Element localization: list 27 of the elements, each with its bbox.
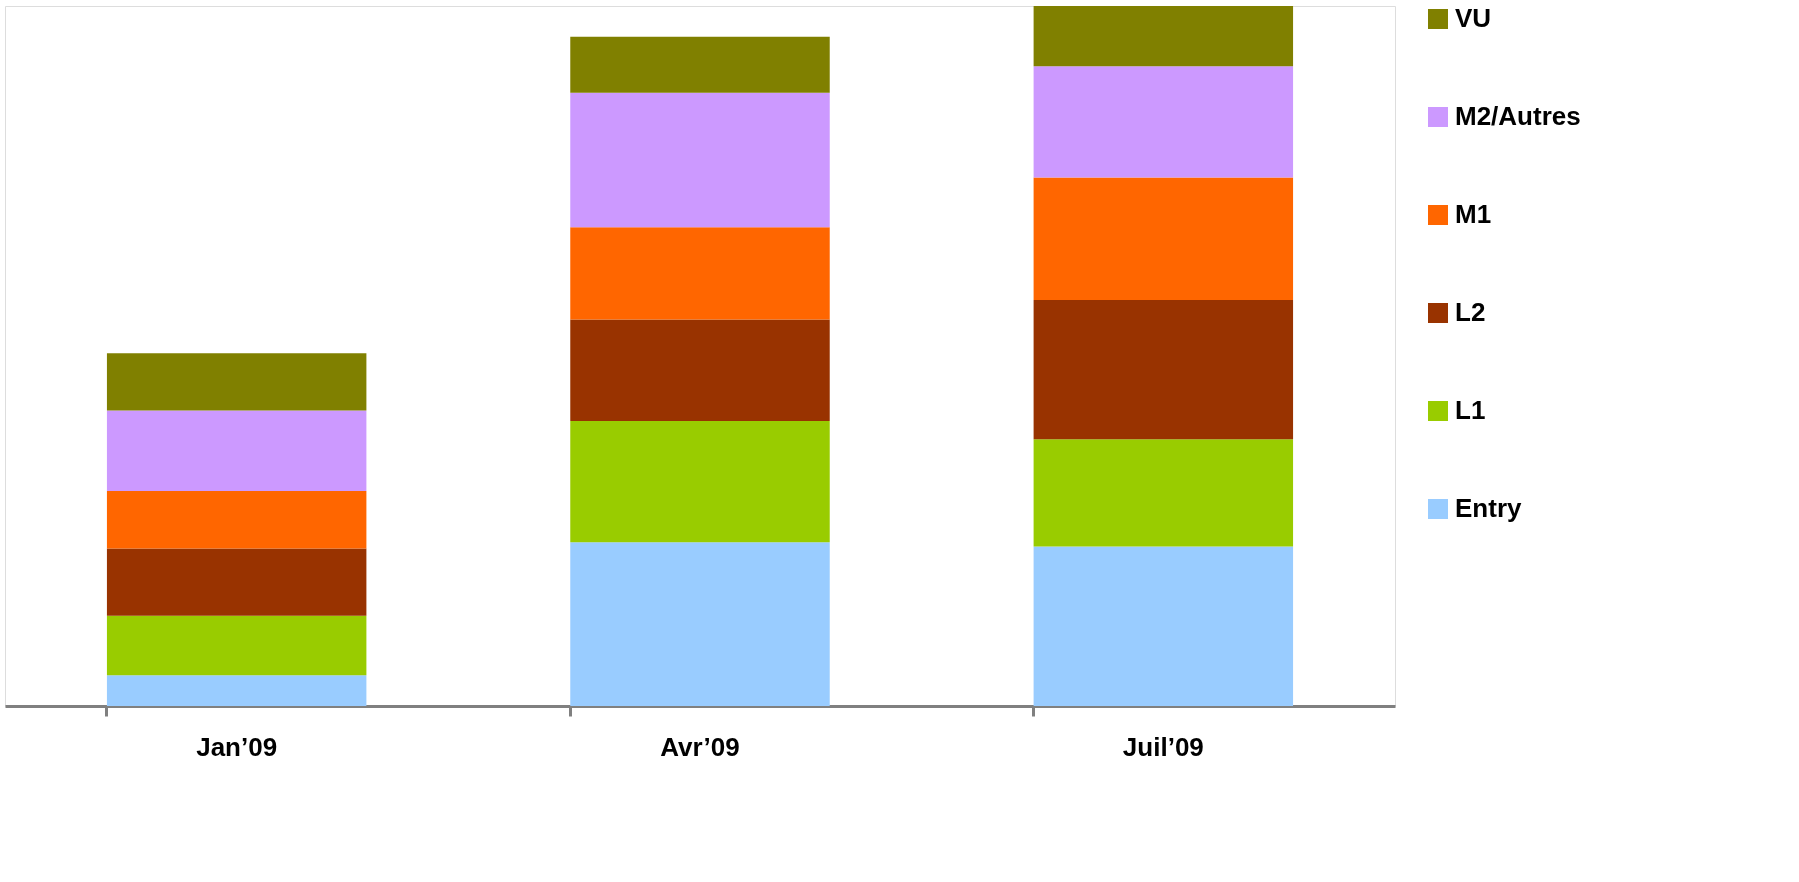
bar [570, 421, 830, 543]
bar [570, 542, 830, 706]
x-tick-label: Avr’09 [660, 731, 740, 762]
bar [106, 615, 367, 676]
legend-label: Entry [1455, 493, 1522, 523]
bar [106, 353, 367, 411]
bar [1033, 6, 1294, 67]
bar [106, 410, 367, 492]
bar [106, 675, 367, 706]
legend-label: L2 [1455, 297, 1486, 327]
bar [570, 227, 830, 320]
legend-label: VU [1455, 3, 1492, 33]
x-tick-label: Juil’09 [1122, 731, 1204, 762]
bar [570, 36, 830, 93]
bar [570, 92, 830, 228]
legend-label: M2/Autres [1455, 101, 1581, 131]
bar [570, 319, 830, 422]
bar [1033, 439, 1294, 547]
bar [1033, 66, 1294, 178]
bar [1033, 177, 1294, 300]
bar [1033, 546, 1294, 706]
legend-label: M1 [1455, 199, 1492, 229]
bar [1033, 300, 1294, 440]
legend-label: L1 [1455, 395, 1486, 425]
bar [106, 548, 367, 616]
x-tick-label: Jan’09 [196, 731, 278, 762]
bar [106, 491, 367, 549]
